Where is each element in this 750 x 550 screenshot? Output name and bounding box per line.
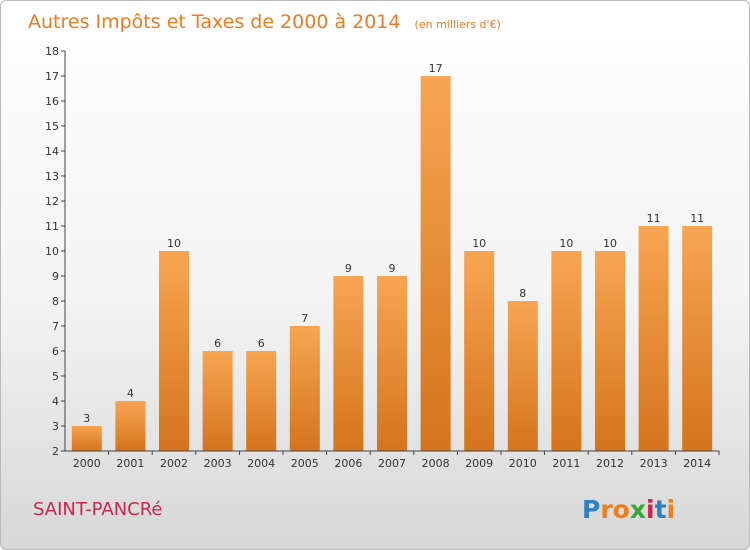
y-tick-label-9: 9 — [52, 270, 59, 283]
y-tick-label-18: 18 — [45, 45, 59, 58]
y-tick-label-8: 8 — [52, 295, 59, 308]
data-label-2012: 10 — [603, 237, 617, 250]
bar-2004 — [246, 351, 277, 451]
data-label-2013: 11 — [647, 212, 661, 225]
bar-2000 — [71, 426, 102, 451]
data-label-2010: 8 — [519, 287, 526, 300]
proxiti-logo: Proxiti — [582, 495, 675, 524]
y-tick-label-13: 13 — [45, 170, 59, 183]
x-tick-label-2006: 2006 — [334, 457, 362, 470]
y-tick-label-4: 4 — [52, 395, 59, 408]
chart-title: Autres Impôts et Taxes de 2000 à 2014 (e… — [28, 11, 501, 33]
x-tick-label-2009: 2009 — [465, 457, 493, 470]
chart-subtitle: (en milliers d'€) — [415, 18, 501, 31]
y-tick-label-10: 10 — [45, 245, 59, 258]
chart-title-main: Autres Impôts et Taxes de 2000 à 2014 — [28, 11, 401, 33]
logo-letter: i — [667, 495, 676, 524]
bar-2010 — [507, 301, 538, 451]
logo-letter: o — [613, 495, 630, 524]
y-tick-label-15: 15 — [45, 120, 59, 133]
x-tick-label-2011: 2011 — [552, 457, 580, 470]
x-tick-label-2003: 2003 — [204, 457, 232, 470]
bars-group: 3 4 10 6 6 7 9 9 17 10 8 10 10 11 11 — [71, 62, 713, 451]
data-label-2007: 9 — [389, 262, 396, 275]
x-tick-label-2010: 2010 — [509, 457, 537, 470]
data-label-2004: 6 — [258, 337, 265, 350]
data-label-2008: 17 — [429, 62, 443, 75]
bar-2012 — [595, 251, 625, 451]
bar-2005 — [289, 326, 320, 451]
y-tick-label-11: 11 — [45, 220, 59, 233]
x-tick-label-2002: 2002 — [160, 457, 188, 470]
commune-name: SAINT-PANCRé — [33, 499, 163, 520]
x-tick-label-2014: 2014 — [683, 457, 711, 470]
data-label-2002: 10 — [167, 237, 181, 250]
y-tick-label-7: 7 — [52, 320, 59, 333]
logo-letter: r — [600, 495, 613, 524]
x-tick-label-2005: 2005 — [291, 457, 319, 470]
data-label-2005: 7 — [301, 312, 308, 325]
bar-2014 — [682, 226, 713, 451]
y-tick-label-14: 14 — [45, 145, 59, 158]
axes-group: 2000 2001 2002 2003 2004 2005 2006 2007 2008 2009… — [45, 45, 720, 470]
data-label-2001: 4 — [127, 387, 134, 400]
logo-letter: P — [582, 495, 600, 524]
data-label-2011: 10 — [559, 237, 573, 250]
bar-2009 — [464, 251, 495, 451]
bar-2008 — [420, 76, 451, 451]
y-tick-label-5: 5 — [52, 370, 59, 383]
y-tick-label-3: 3 — [52, 420, 59, 433]
x-tick-label-2004: 2004 — [247, 457, 275, 470]
y-tick-label-6: 6 — [52, 345, 59, 358]
logo-letter: x — [630, 495, 646, 524]
data-label-2003: 6 — [214, 337, 221, 350]
x-tick-label-2000: 2000 — [73, 457, 101, 470]
data-label-2009: 10 — [472, 237, 486, 250]
data-label-2000: 3 — [83, 412, 90, 425]
bar-2011 — [551, 251, 582, 451]
x-tick-label-2008: 2008 — [422, 457, 450, 470]
data-label-2014: 11 — [690, 212, 704, 225]
data-label-2006: 9 — [345, 262, 352, 275]
bar-2007 — [377, 276, 407, 451]
y-tick-label-16: 16 — [45, 95, 59, 108]
x-tick-label-2001: 2001 — [116, 457, 144, 470]
y-tick-label-12: 12 — [45, 195, 59, 208]
bar-2006 — [333, 276, 364, 451]
bar-2002 — [159, 251, 189, 451]
logo-letter: t — [655, 495, 667, 524]
y-tick-label-2: 2 — [52, 445, 59, 458]
bar-2003 — [202, 351, 233, 451]
logo-letter: i — [646, 495, 655, 524]
y-tick-label-17: 17 — [45, 70, 59, 83]
x-tick-label-2012: 2012 — [596, 457, 624, 470]
x-tick-label-2007: 2007 — [378, 457, 406, 470]
bar-2013 — [638, 226, 669, 451]
bar-2001 — [115, 401, 146, 451]
x-tick-label-2013: 2013 — [640, 457, 668, 470]
